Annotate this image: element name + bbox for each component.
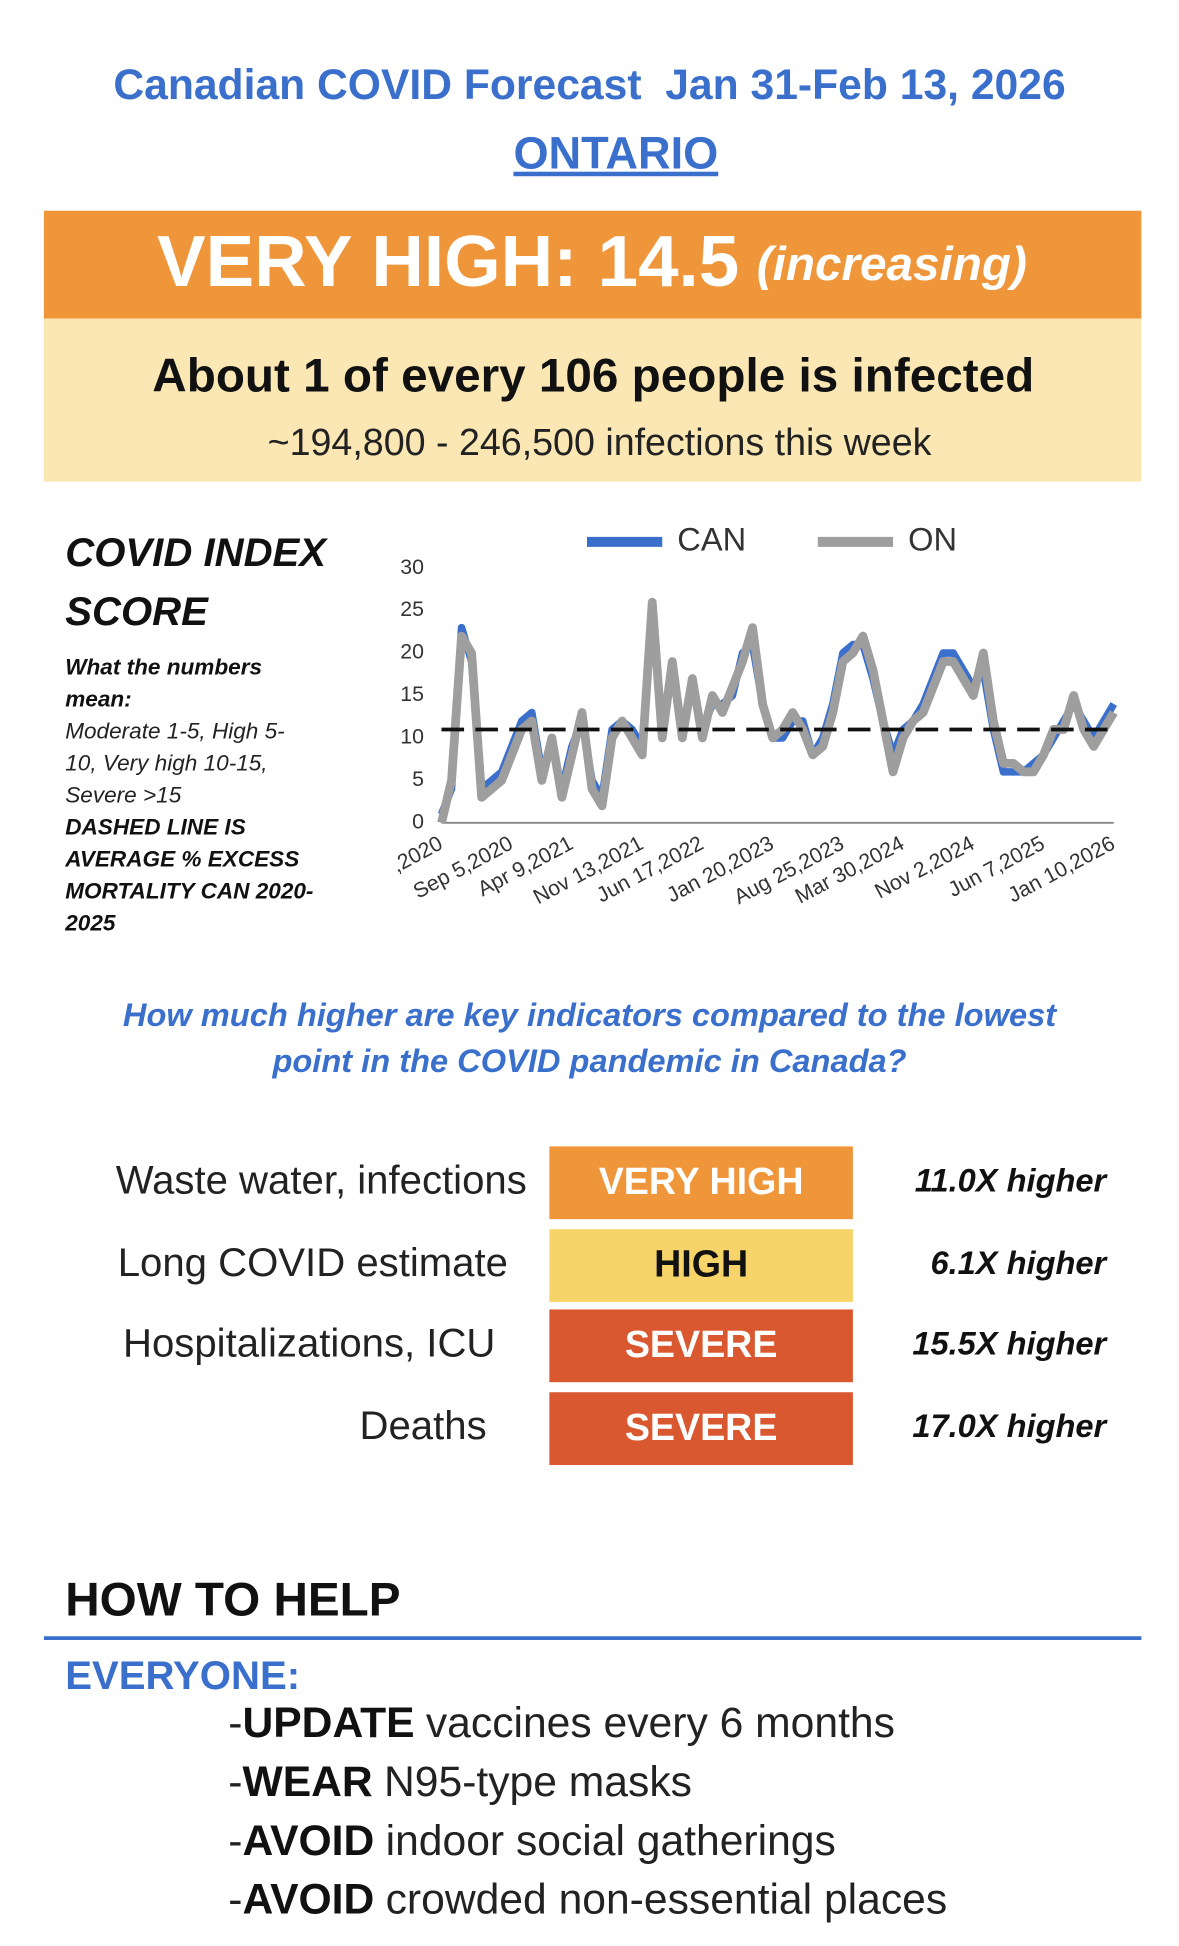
y-tick-label: 15: [400, 682, 424, 706]
indicator-ratio: 11.0X higher: [915, 1161, 1109, 1198]
help-action: WEAR: [242, 1758, 372, 1806]
help-title: HOW TO HELP: [65, 1574, 400, 1627]
legend-label: ON: [908, 520, 957, 557]
y-tick-label: 0: [412, 809, 424, 833]
help-text: vaccines every 6 months: [426, 1699, 895, 1747]
level-label: VERY HIGH: 14.5: [157, 221, 739, 302]
series-line: [437, 597, 1118, 824]
question: point in the COVID pandemic in Canada?: [271, 1042, 906, 1079]
help-text: crowded non-essential places: [386, 1876, 948, 1924]
help-item: -AVOID crowded non-essential places: [228, 1876, 947, 1924]
sidebar-title: COVID INDEX: [65, 530, 328, 575]
sidebar-heading: What the numbers: [65, 654, 262, 679]
y-tick-label: 30: [400, 555, 424, 579]
y-tick-label: 25: [400, 597, 424, 621]
help-action: AVOID: [242, 1876, 374, 1924]
indicator-level: SEVERE: [625, 1323, 778, 1365]
indicator-ratio: 17.0X higher: [912, 1407, 1108, 1444]
help-lead: -: [228, 1876, 242, 1924]
y-tick-label: 10: [400, 725, 424, 749]
help-action: UPDATE: [242, 1699, 414, 1747]
help-text: N95-type masks: [384, 1758, 692, 1806]
level-trend: (increasing): [757, 238, 1027, 291]
indicator-name: Deaths: [360, 1403, 487, 1448]
indicator-badge: [549, 1309, 853, 1383]
indicator-badge: [549, 1146, 853, 1220]
indicator-name: Long COVID estimate: [118, 1240, 508, 1285]
indicator-ratio: 15.5X higher: [912, 1324, 1108, 1361]
level-text: VERY HIGH: 14.5 (increasing): [157, 221, 1027, 302]
help-item: -WEAR N95-type masks: [228, 1758, 692, 1806]
help-item: -UPDATE vaccines every 6 months: [228, 1699, 895, 1747]
sidebar-note: DASHED LINE IS: [65, 814, 246, 839]
help-group: EVERYONE:: [65, 1653, 300, 1698]
infection-range: ~194,800 - 246,500 infections this week: [268, 421, 932, 463]
sidebar-note: 2025: [64, 910, 116, 935]
sidebar-scale: Moderate 1-5, High 5-: [65, 718, 284, 743]
question: How much higher are key indicators compa…: [123, 996, 1057, 1033]
indicator-ratio: 6.1X higher: [930, 1244, 1108, 1281]
infection-headline: About 1 of every 106 people is infected: [152, 349, 1034, 402]
indicator-level: SEVERE: [625, 1406, 778, 1448]
infection-box: [43, 318, 1142, 482]
sidebar-heading: mean:: [65, 686, 131, 711]
help-action: AVOID: [242, 1817, 374, 1865]
indicator-badge: [549, 1229, 853, 1302]
legend-label: CAN: [677, 520, 746, 557]
y-tick-label: 5: [412, 767, 424, 791]
sidebar-scale: Severe >15: [65, 782, 181, 807]
sidebar-note: AVERAGE % EXCESS: [64, 846, 299, 871]
indicator-level: HIGH: [654, 1243, 748, 1285]
y-tick-label: 20: [400, 640, 424, 664]
indicator-badge: [549, 1392, 853, 1465]
level-banner: [43, 210, 1142, 319]
help-item: -AVOID indoor social gatherings: [228, 1817, 836, 1865]
sidebar-title: SCORE: [65, 589, 209, 634]
sidebar-scale: 10, Very high 10-15,: [65, 750, 267, 775]
indicator-name: Waste water, infections: [116, 1157, 527, 1202]
indicator-level: VERY HIGH: [599, 1160, 804, 1202]
help-lead: -: [228, 1758, 242, 1806]
title: Canadian COVID Forecast Jan 31-Feb 13, 2…: [113, 61, 1065, 109]
region: ONTARIO: [513, 128, 718, 179]
help-lead: -: [228, 1817, 242, 1865]
help-lead: -: [228, 1699, 242, 1747]
help-text: indoor social gatherings: [386, 1817, 836, 1865]
sidebar-note: MORTALITY CAN 2020-: [65, 878, 313, 903]
indicator-name: Hospitalizations, ICU: [123, 1320, 495, 1365]
